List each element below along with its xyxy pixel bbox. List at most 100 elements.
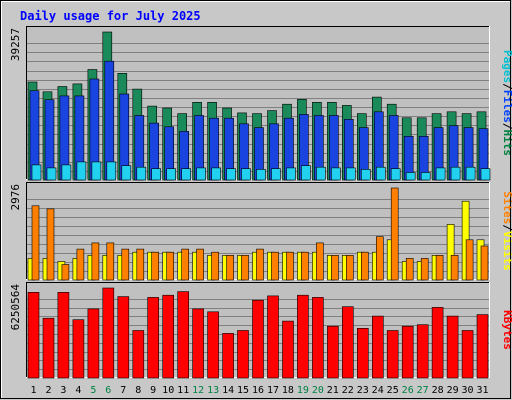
bar-kbytes-day-16 [252, 299, 264, 379]
bar-pages-day-26 [405, 172, 416, 181]
bar-kbytes-day-12 [192, 308, 204, 379]
x-tick-label-22: 22 [342, 385, 354, 396]
bar-kbytes-day-13 [207, 311, 219, 379]
x-tick-label-21: 21 [327, 385, 339, 396]
bar-pages-day-20 [316, 166, 326, 181]
bar-kbytes-day-21 [327, 325, 339, 379]
bar-kbytes-day-9 [147, 297, 159, 379]
bar-pages-day-7 [121, 165, 132, 181]
bar-sites-day-21 [331, 255, 339, 281]
bar-sites-day-6 [106, 242, 115, 281]
bar-pages-day-11 [181, 168, 191, 181]
panel-1-ymax-label: 2976 [9, 184, 22, 211]
x-tick-label-29: 29 [447, 385, 459, 396]
bar-sites-day-31 [480, 245, 489, 281]
bar-kbytes-day-22 [341, 306, 354, 379]
bar-sites-day-3 [61, 264, 70, 281]
bar-sites-day-10 [166, 251, 174, 281]
bar-sites-day-19 [301, 251, 309, 281]
bar-sites-day-13 [211, 251, 219, 281]
x-tick-label-7: 7 [120, 385, 126, 396]
bar-sites-day-9 [151, 251, 159, 281]
legend-separator: / [501, 224, 512, 231]
bar-sites-day-5 [91, 242, 100, 281]
bar-sites-day-29 [450, 255, 459, 281]
x-tick-label-30: 30 [461, 385, 473, 396]
bar-kbytes-day-7 [117, 296, 130, 379]
bar-pages-day-25 [390, 168, 401, 181]
bar-kbytes-day-29 [446, 315, 459, 379]
bar-pages-day-28 [435, 167, 446, 181]
x-tick-label-14: 14 [222, 385, 234, 396]
chart-panels: 39257Pages/Files/Hits2976Sites/Visits625… [9, 26, 512, 379]
bar-sites-day-22 [345, 255, 354, 281]
bar-sites-day-24 [375, 236, 384, 281]
bar-pages-day-21 [331, 167, 341, 181]
legend-2: KBytes [501, 310, 512, 350]
legend-separator: / [501, 123, 512, 130]
bar-pages-day-8 [136, 166, 147, 181]
bar-pages-day-10 [166, 168, 176, 181]
x-tick-label-17: 17 [267, 385, 279, 396]
bar-kbytes-day-26 [401, 325, 414, 379]
bar-pages-day-9 [151, 168, 161, 181]
legend-item-hits: Hits [501, 130, 512, 157]
bar-kbytes-day-8 [132, 330, 145, 379]
x-tick-label-23: 23 [357, 385, 369, 396]
bar-kbytes-day-4 [72, 319, 85, 379]
legend-separator: / [501, 83, 512, 90]
bar-sites-day-27 [420, 258, 429, 281]
bar-visits-day-29 [446, 224, 455, 281]
x-tick-label-24: 24 [372, 385, 384, 396]
bar-kbytes-day-5 [87, 308, 100, 379]
bar-sites-day-4 [76, 248, 85, 281]
legend-1: Sites/Visits [501, 191, 512, 271]
bar-pages-day-5 [91, 161, 102, 181]
bar-sites-day-7 [121, 248, 130, 281]
bar-pages-day-22 [345, 167, 356, 181]
bar-pages-day-13 [211, 167, 221, 181]
bar-pages-day-30 [465, 166, 476, 181]
panel-0-ymax-label: 39257 [9, 28, 22, 61]
bar-sites-day-12 [196, 248, 204, 281]
bar-kbytes-day-17 [267, 295, 279, 379]
bar-pages-day-16 [256, 169, 266, 181]
bar-kbytes-day-27 [416, 324, 429, 379]
x-tick-label-31: 31 [476, 385, 488, 396]
bar-pages-day-17 [271, 168, 281, 181]
bar-kbytes-day-18 [282, 320, 294, 379]
bar-sites-day-17 [271, 251, 279, 281]
bar-kbytes-day-19 [297, 294, 309, 379]
bar-kbytes-day-30 [461, 330, 474, 379]
bar-pages-day-3 [61, 164, 72, 181]
x-tick-label-20: 20 [312, 385, 324, 396]
bar-sites-day-8 [136, 248, 145, 281]
x-tick-label-6: 6 [105, 385, 111, 396]
bar-pages-day-31 [480, 168, 491, 181]
bar-sites-day-14 [226, 255, 234, 281]
legend-item-kbytes: KBytes [501, 310, 512, 350]
panel-2-ymax-label: 6250564 [9, 284, 22, 331]
x-tick-label-4: 4 [75, 385, 81, 396]
bar-kbytes-day-2 [42, 317, 55, 379]
x-tick-label-2: 2 [45, 385, 51, 396]
bar-pages-day-15 [241, 168, 251, 181]
bar-pages-day-2 [46, 167, 57, 181]
bar-sites-day-18 [286, 251, 294, 281]
bar-pages-day-29 [450, 166, 461, 181]
bar-sites-day-25 [390, 187, 399, 281]
x-tick-label-12: 12 [192, 385, 204, 396]
chart-title: Daily usage for July 2025 [20, 9, 201, 23]
bar-kbytes-day-24 [371, 315, 384, 379]
bar-pages-day-19 [301, 165, 311, 181]
x-tick-label-26: 26 [402, 385, 414, 396]
x-axis: 1 2 3 4 5 6 7 8 9 10 11 12 13 14 15 16 17 18 19 20 21 22 23 24 2… [30, 385, 488, 396]
bar-sites-day-2 [46, 208, 55, 281]
bar-sites-day-1 [31, 205, 40, 281]
bar-kbytes-day-10 [162, 294, 174, 379]
bar-kbytes-day-15 [237, 330, 249, 379]
x-tick-label-27: 27 [417, 385, 429, 396]
x-tick-label-15: 15 [237, 385, 249, 396]
x-tick-label-1: 1 [30, 385, 36, 396]
